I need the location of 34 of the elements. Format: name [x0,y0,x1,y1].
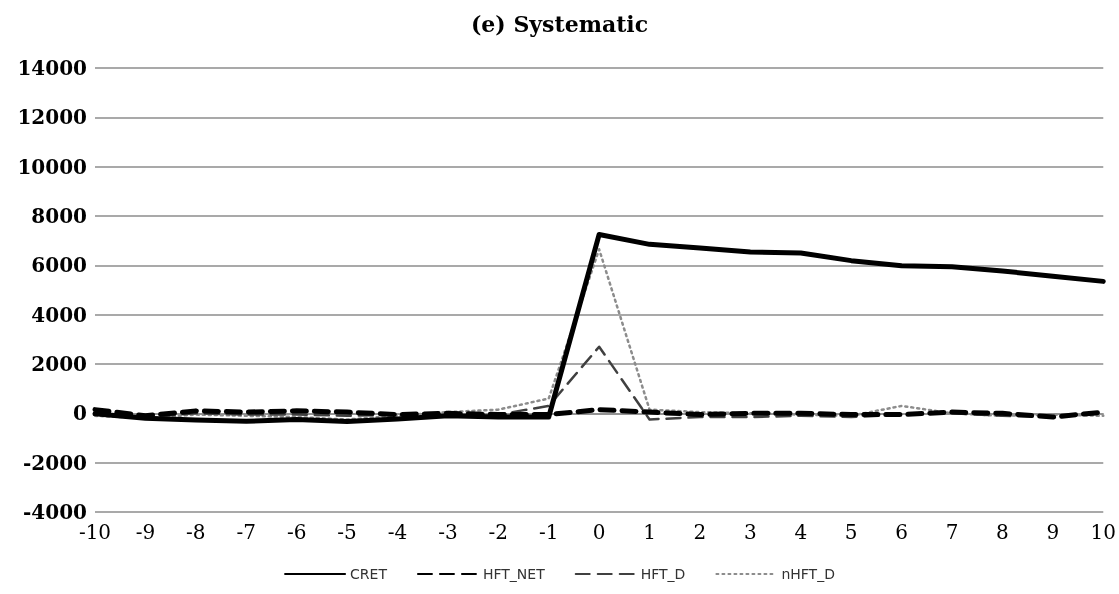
x-tick-label: 3 [744,520,757,544]
x-tick-label: 1 [643,520,656,544]
x-tick-label: 4 [794,520,808,544]
x-tick-label: 8 [996,520,1009,544]
legend-label: nHFT_D [781,566,835,582]
y-tick-label: 10000 [17,154,87,179]
y-tick-label: -2000 [23,450,87,475]
x-tick-label: 9 [1046,520,1060,544]
x-tick-label: 5 [844,520,858,544]
y-tick-label: 2000 [31,352,87,376]
legend-label: HFT_D [640,566,686,582]
x-tick-label: 0 [592,520,606,544]
x-tick-label: -1 [538,520,559,544]
y-tick-label: 14000 [17,56,87,80]
legend-label: CRET [350,566,388,582]
chart-title: (e) Systematic [470,11,649,37]
y-tick-label: 12000 [17,105,87,130]
x-tick-label: -8 [186,520,206,544]
y-tick-label: 0 [73,401,87,426]
x-tick-label: 2 [693,520,707,544]
x-tick-label: -5 [337,520,357,544]
x-tick-label: 7 [945,520,959,544]
x-tick-label: -9 [135,520,156,544]
x-tick-label: -3 [438,520,458,544]
y-tick-label: 8000 [31,204,87,228]
x-tick-label: -2 [488,520,509,544]
y-tick-label: 6000 [31,253,87,278]
x-tick-label: -4 [387,520,408,544]
x-tick-label: -7 [236,520,256,544]
x-tick-label: 10 [1090,520,1116,544]
legend-label: HFT_NET [482,566,546,582]
x-tick-label: -6 [286,520,307,544]
y-tick-label: 4000 [31,302,87,327]
x-tick-label: 6 [895,520,908,544]
